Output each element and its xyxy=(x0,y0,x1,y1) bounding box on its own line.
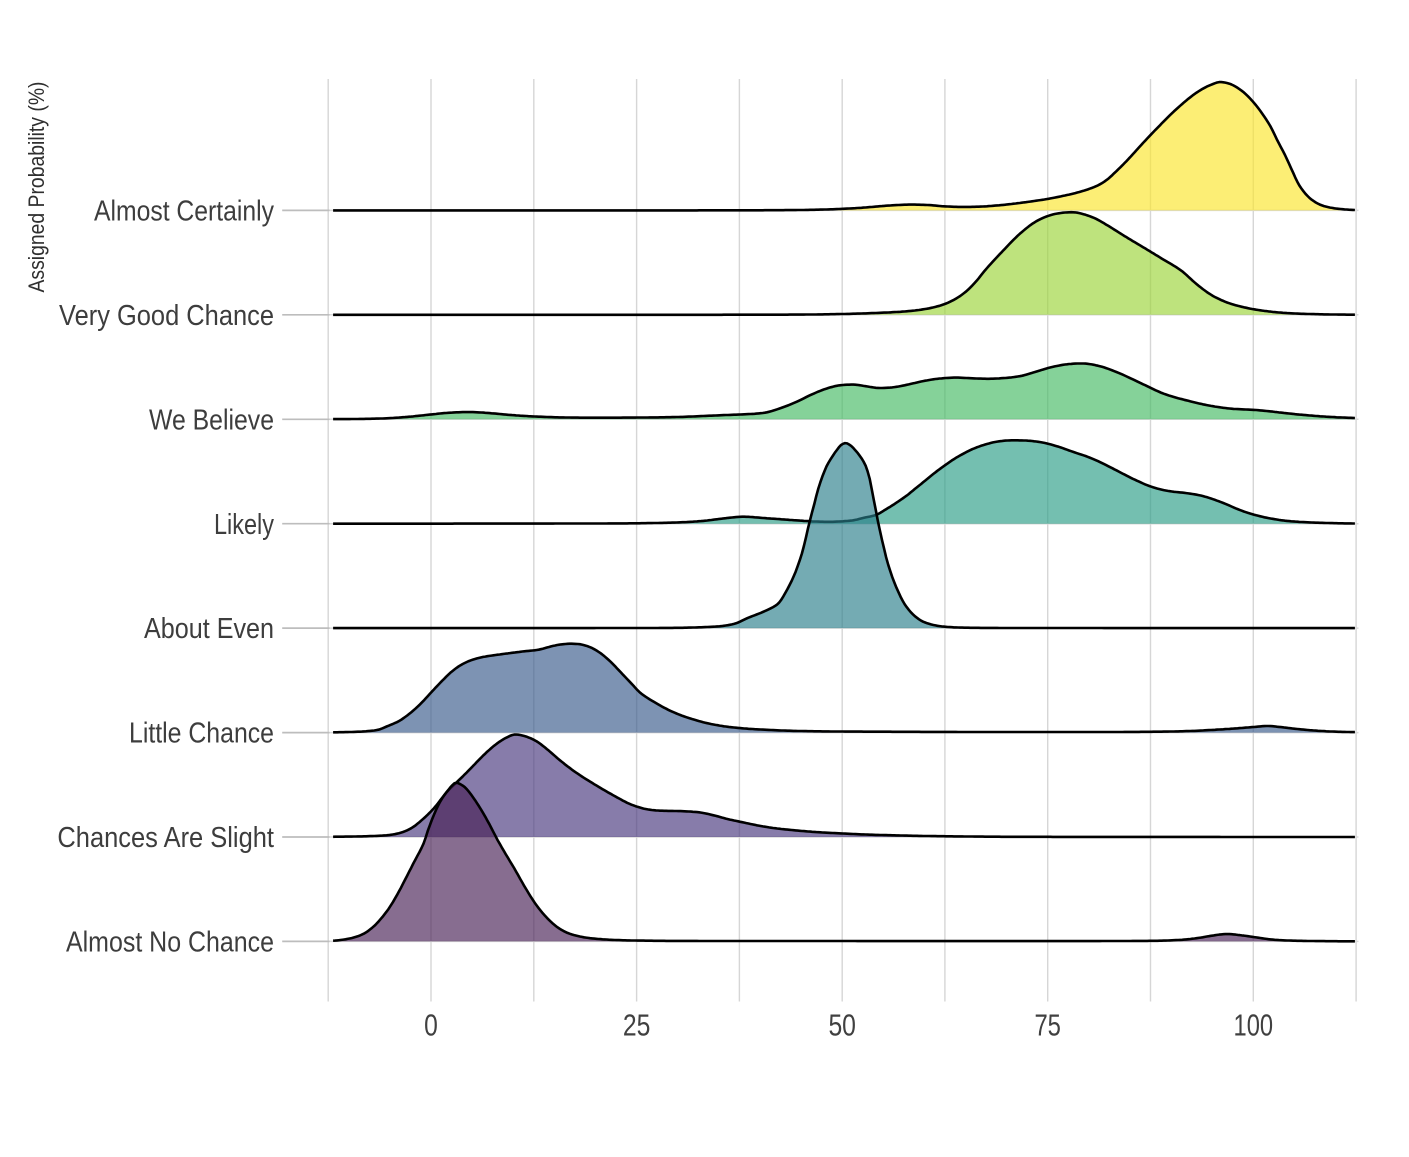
svg-text:Little Chance: Little Chance xyxy=(129,718,274,750)
svg-text:About Even: About Even xyxy=(144,613,274,645)
svg-text:Almost Certainly: Almost Certainly xyxy=(94,196,275,228)
svg-text:Almost No Chance: Almost No Chance xyxy=(66,927,274,959)
svg-text:We Believe: We Believe xyxy=(149,404,274,436)
svg-text:Assigned Probability (%): Assigned Probability (%) xyxy=(24,82,49,293)
svg-text:25: 25 xyxy=(623,1009,651,1043)
svg-text:75: 75 xyxy=(1034,1009,1061,1043)
svg-text:Very Good Chance: Very Good Chance xyxy=(59,300,274,332)
svg-text:Chances Are Slight: Chances Are Slight xyxy=(57,822,274,854)
svg-text:0: 0 xyxy=(424,1009,438,1043)
svg-text:50: 50 xyxy=(828,1009,856,1043)
svg-text:100: 100 xyxy=(1234,1009,1274,1043)
svg-text:Likely: Likely xyxy=(214,509,275,541)
